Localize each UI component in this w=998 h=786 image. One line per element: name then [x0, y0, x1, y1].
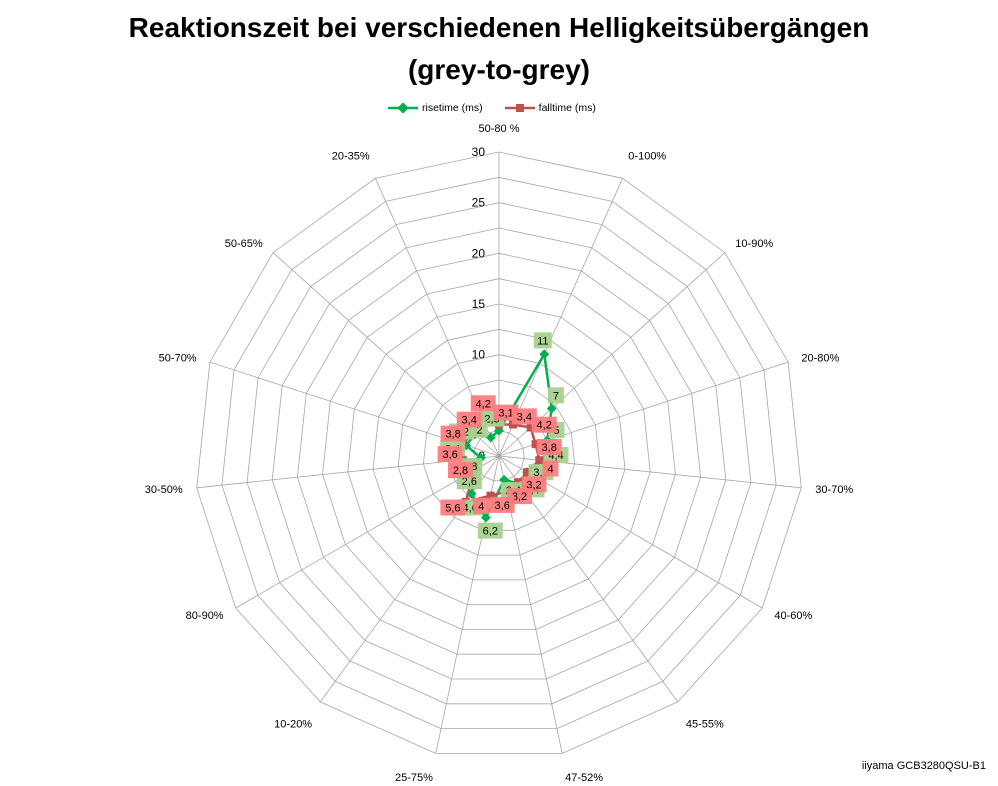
risetime-point [539, 349, 550, 360]
category-label: 10-90% [735, 238, 773, 250]
r-tick-label: 15 [472, 297, 486, 311]
falltime-data-label: 4,2 [537, 420, 552, 432]
category-label: 50-80 % [479, 123, 520, 135]
grid-ring [196, 151, 802, 754]
falltime-data-label: 3,4 [462, 415, 477, 427]
falltime-data-label: 2,8 [453, 465, 468, 477]
grid-ring [221, 176, 777, 729]
falltime-data-label: 5,6 [445, 503, 460, 515]
category-label: 45-55% [686, 718, 724, 730]
falltime-point [523, 468, 532, 477]
falltime-point [486, 491, 495, 500]
grid-spoke [319, 455, 500, 703]
risetime-label-bg [533, 332, 552, 349]
risetime-point [546, 403, 557, 414]
risetime-label-bg [477, 522, 503, 539]
risetime-point [485, 432, 496, 443]
category-label: 50-70% [159, 353, 197, 365]
r-tick-label: 30 [472, 145, 486, 159]
falltime-label-bg [440, 425, 466, 442]
category-label: 47-52% [565, 772, 603, 784]
category-label: 40-60% [774, 610, 812, 622]
grid-ring [271, 227, 727, 680]
falltime-label-bg [448, 462, 473, 479]
grid-ring [473, 430, 525, 482]
falltime-data-label: 4 [547, 464, 553, 476]
risetime-data-label: 11 [537, 335, 548, 347]
grid-ring [372, 328, 626, 581]
category-label: 20-35% [332, 151, 370, 163]
risetime-data-label: 6,2 [483, 526, 498, 538]
falltime-data-label: 3,6 [442, 449, 457, 461]
falltime-label-bg [531, 416, 557, 433]
category-label: 80-90% [186, 610, 224, 622]
risetime-point [466, 488, 477, 499]
risetime-data-label: 2 [476, 424, 482, 436]
grid-ring [347, 303, 651, 606]
falltime-point [526, 423, 535, 432]
falltime-label-bg [473, 497, 490, 514]
falltime-data-label: 3,4 [517, 411, 532, 423]
grid-ring [322, 278, 676, 630]
falltime-label-bg [456, 411, 482, 428]
r-tick-label: 25 [472, 196, 486, 210]
falltime-label-bg [542, 460, 559, 477]
risetime-point [480, 512, 491, 523]
falltime-label-bg [511, 408, 537, 425]
falltime-label-bg [440, 499, 466, 516]
chart-title-line1: Reaktionszeit bei verschiedenen Helligke… [128, 12, 870, 43]
grid-ring [397, 354, 601, 556]
falltime-label-bg [489, 496, 515, 513]
falltime-data-label: 3,1 [498, 408, 513, 420]
falltime-point [509, 420, 517, 429]
category-label: 30-50% [145, 484, 183, 496]
falltime-label-bg [536, 439, 562, 455]
risetime-data-label: 7 [553, 390, 559, 402]
risetime-data-label: 2,6 [462, 476, 477, 488]
legend-marker-fall [504, 104, 535, 112]
legend-item-falltime: falltime (ms) [504, 102, 596, 114]
category-label: 50-65% [225, 238, 263, 250]
grid-ring [246, 202, 752, 705]
falltime-data-label: 3,8 [542, 442, 557, 454]
legend-label-risetime: risetime (ms) [422, 102, 483, 114]
falltime-data-label: 3,6 [495, 500, 510, 512]
chart-title-line2: (grey-to-grey) [407, 54, 590, 85]
falltime-data-label: 4 [478, 501, 484, 513]
falltime-data-label: 4,2 [476, 398, 491, 410]
falltime-label-bg [437, 446, 463, 463]
chart-legend: risetime (ms) falltime (ms) [388, 100, 618, 116]
legend-marker-rise [388, 103, 418, 113]
category-label: 0-100% [628, 151, 666, 163]
falltime-data-label: 3,2 [512, 491, 527, 503]
falltime-point [535, 456, 544, 465]
footer-model-label: iiyama GCB3280QSU-B1 [861, 760, 986, 772]
falltime-label-bg [470, 395, 496, 412]
category-label: 25-75% [395, 772, 433, 784]
risetime-label-bg [547, 387, 564, 404]
falltime-data-label: 3,8 [445, 429, 460, 441]
r-tick-label: 10 [472, 348, 486, 362]
falltime-point [531, 440, 540, 449]
grid-spoke [235, 455, 500, 609]
category-label: 10-20% [274, 718, 312, 730]
category-label: 30-70% [815, 484, 853, 496]
r-tick-label: 20 [472, 246, 486, 260]
category-label: 20-80% [801, 353, 839, 365]
legend-item-risetime: risetime (ms) [388, 102, 483, 114]
legend-label-falltime: falltime (ms) [538, 102, 596, 114]
grid-ring [296, 252, 702, 655]
